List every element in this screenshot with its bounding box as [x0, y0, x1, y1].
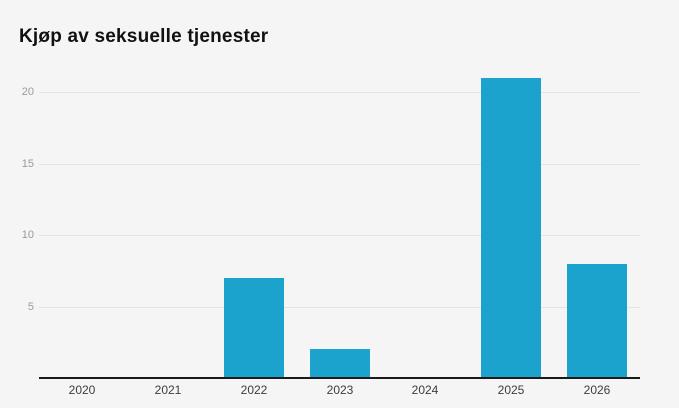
gridline-5	[39, 307, 640, 308]
bar-2025[interactable]	[481, 78, 541, 377]
y-tick-label-15: 15	[21, 158, 34, 170]
bar-2022[interactable]	[224, 278, 284, 377]
x-tick-label-2023: 2023	[326, 383, 354, 397]
x-axis-line	[39, 377, 640, 379]
y-tick-label-5: 5	[27, 301, 34, 313]
x-tick-label-2026: 2026	[583, 383, 611, 397]
y-tick-label-10: 10	[21, 229, 34, 241]
x-tick-label-2024: 2024	[411, 383, 439, 397]
x-tick-label-2020: 2020	[68, 383, 96, 397]
chart-title: Kjøp av seksuelle tjenester	[19, 26, 269, 47]
gridline-20	[39, 92, 640, 93]
x-tick-label-2022: 2022	[240, 383, 268, 397]
gridline-10	[39, 235, 640, 236]
y-tick-label-20: 20	[21, 86, 34, 98]
x-tick-label-2021: 2021	[154, 383, 182, 397]
bar-2023[interactable]	[310, 349, 370, 377]
x-tick-label-2025: 2025	[497, 383, 525, 397]
gridline-15	[39, 164, 640, 165]
bar-2026[interactable]	[567, 264, 627, 377]
